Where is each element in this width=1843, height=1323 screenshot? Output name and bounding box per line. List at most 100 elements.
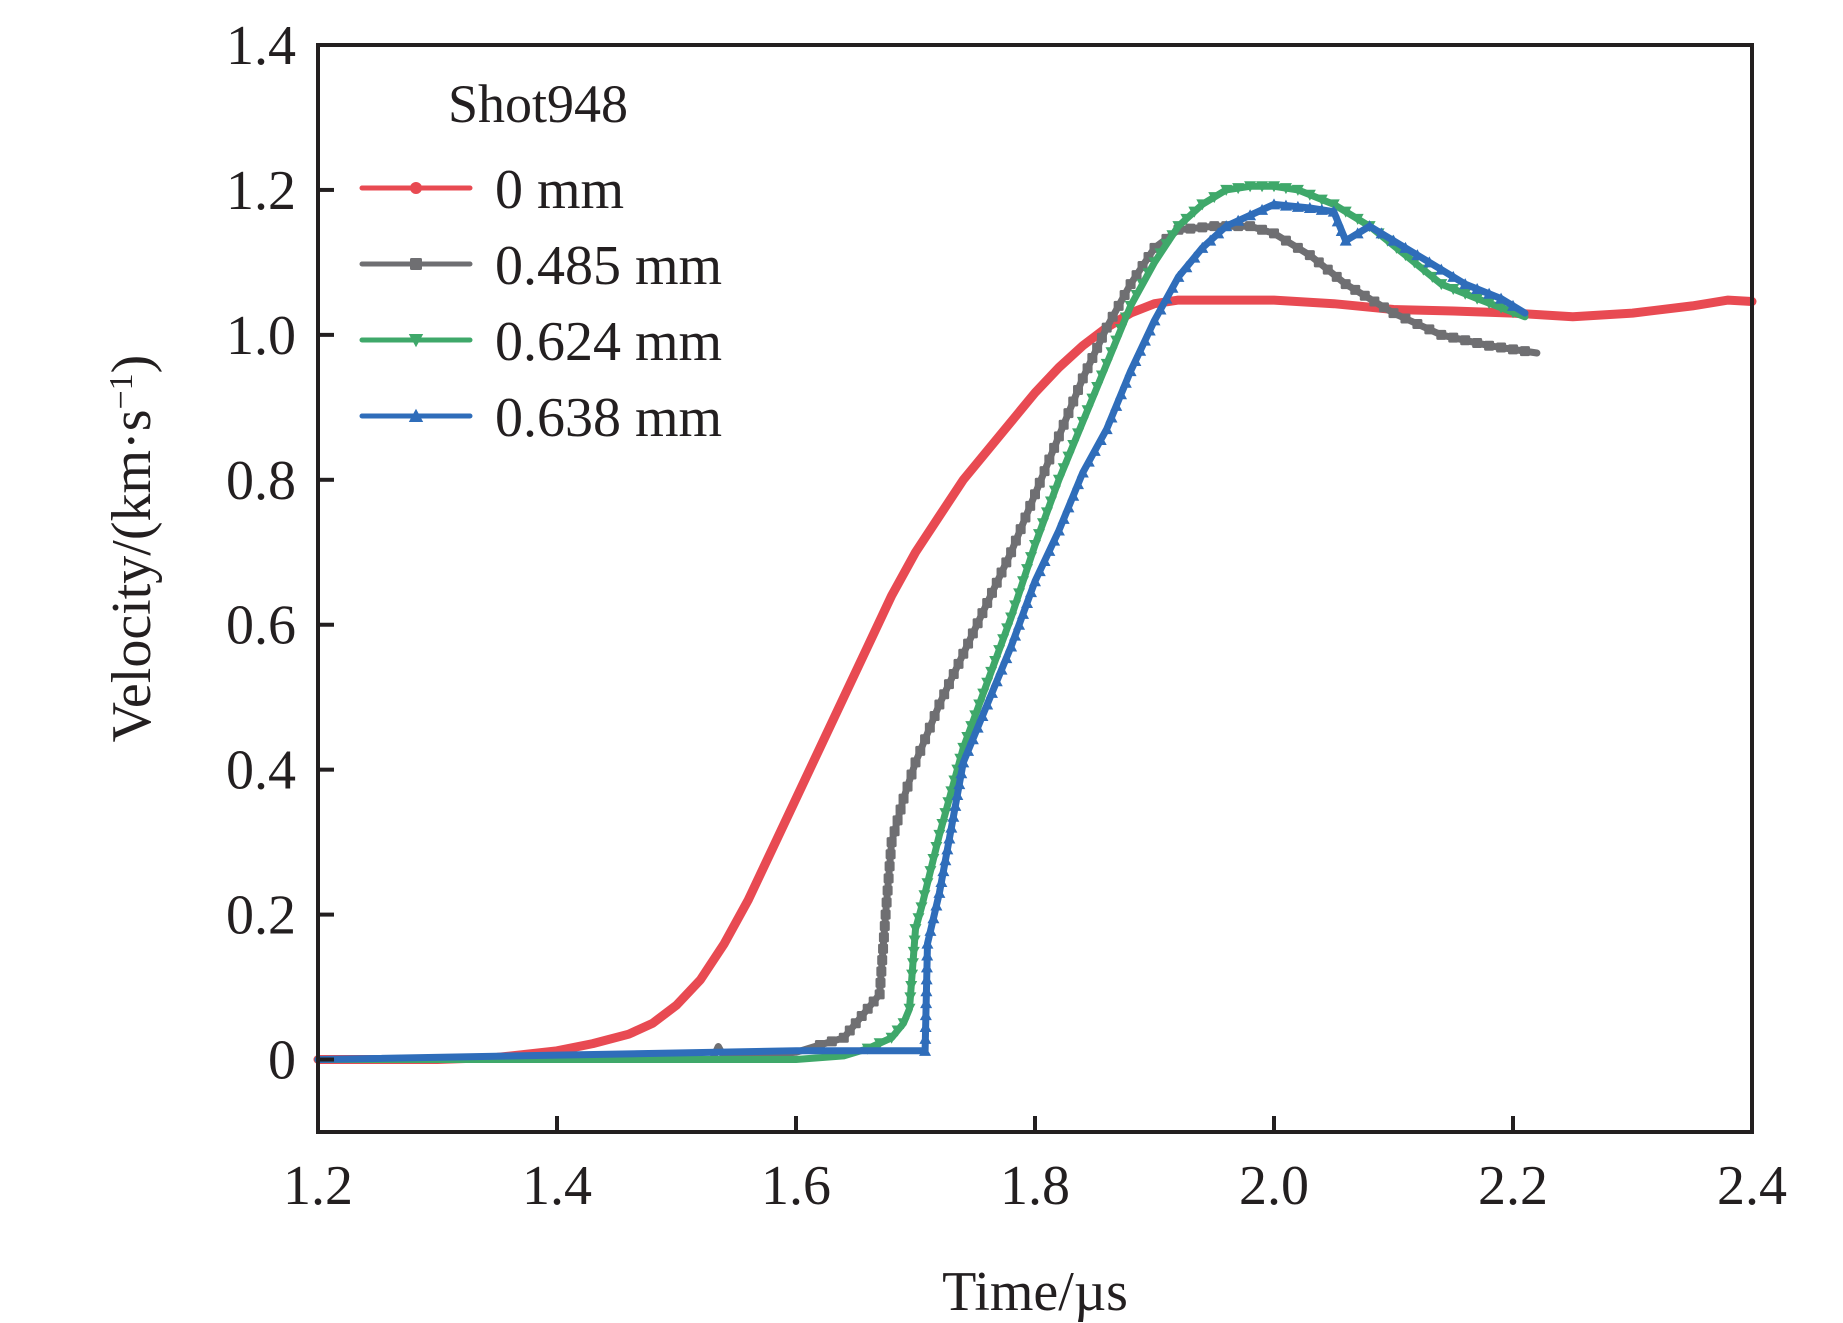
data-point: [1038, 554, 1051, 566]
data-point: [982, 597, 993, 608]
data-point: [1292, 242, 1303, 253]
data-point: [1067, 440, 1080, 452]
data-point: [1268, 181, 1280, 193]
data-point: [1129, 354, 1142, 366]
data-point: [939, 854, 952, 866]
data-point: [1303, 202, 1316, 214]
y-tick-label: 0.6: [226, 595, 296, 657]
data-point: [881, 897, 892, 908]
data-point: [937, 865, 950, 877]
data-point: [1036, 518, 1049, 530]
data-point: [973, 699, 986, 711]
data-point: [873, 1038, 886, 1050]
legend-marker-triangle-up: [408, 408, 424, 422]
data-point: [906, 769, 917, 780]
data-point: [1072, 428, 1085, 440]
data-point: [910, 757, 921, 768]
x-tick-label: 1.8: [1000, 1155, 1070, 1217]
data-point: [1519, 346, 1530, 357]
data-point: [1110, 335, 1123, 347]
data-point: [996, 567, 1007, 578]
data-point: [1315, 203, 1328, 215]
data-point: [1412, 318, 1423, 329]
data-point: [1032, 529, 1045, 541]
y-axis-title-superscript: −1: [103, 373, 140, 409]
data-point: [1154, 303, 1167, 315]
data-point: [1136, 279, 1149, 291]
y-tick-label: 0.8: [226, 450, 296, 512]
data-point: [1435, 263, 1448, 275]
data-point: [1073, 384, 1084, 395]
data-point: [930, 899, 943, 911]
legend-label: 0.638 mm: [495, 387, 722, 449]
series-0_638-mm: [314, 198, 1529, 1063]
data-point: [985, 686, 998, 698]
data-point: [1363, 220, 1376, 232]
data-point: [1331, 215, 1344, 227]
data-point: [1057, 463, 1070, 475]
data-point: [1244, 181, 1257, 193]
data-point: [1100, 423, 1113, 435]
data-point: [1160, 239, 1173, 251]
data-point: [898, 793, 909, 804]
data-point: [1057, 512, 1070, 524]
data-point: [889, 826, 900, 837]
data-point: [965, 721, 978, 733]
data-point: [921, 878, 934, 890]
data-point: [924, 924, 937, 936]
data-point: [895, 804, 906, 815]
data-point: [1291, 184, 1304, 196]
y-axis-title-close: ): [101, 355, 163, 374]
data-point: [908, 935, 921, 947]
data-point: [1020, 512, 1031, 523]
data-point: [1105, 347, 1118, 359]
data-point: [1508, 344, 1518, 355]
data-point: [883, 873, 894, 884]
data-point: [939, 808, 952, 820]
legend-marker-circle: [410, 182, 422, 194]
data-point: [1209, 221, 1220, 232]
data-point: [1021, 596, 1034, 608]
data-point: [1142, 268, 1155, 280]
data-point: [1029, 575, 1041, 587]
data-point: [1331, 271, 1342, 282]
data-point: [1472, 338, 1483, 349]
x-tick-label: 2.4: [1717, 1155, 1787, 1217]
data-point: [1119, 290, 1130, 301]
data-point: [1448, 332, 1459, 343]
data-point: [1001, 557, 1012, 568]
data-point: [977, 688, 990, 700]
data-point: [1335, 224, 1348, 236]
data-point: [997, 634, 1010, 646]
data-point: [918, 890, 931, 902]
data-point: [967, 628, 978, 639]
data-point: [1072, 478, 1085, 490]
legend-title: Shot948: [448, 74, 628, 134]
x-tick-label: 2.2: [1478, 1155, 1548, 1217]
data-point: [951, 789, 964, 801]
data-point: [1092, 342, 1103, 353]
data-point: [906, 969, 919, 981]
data-point: [1088, 444, 1101, 456]
data-point: [875, 977, 886, 988]
data-point: [1005, 612, 1018, 624]
data-point: [1496, 342, 1507, 353]
data-point: [906, 958, 919, 970]
data-point: [1411, 249, 1424, 261]
data-point: [1107, 311, 1118, 322]
data-point: [1257, 224, 1268, 235]
data-point: [1029, 540, 1041, 552]
data-point: [1105, 411, 1118, 423]
data-point: [1009, 600, 1022, 612]
data-point: [1082, 363, 1093, 374]
data-point: [879, 920, 890, 931]
data-point: [1313, 257, 1324, 268]
data-point: [1101, 322, 1112, 333]
data-point: [962, 744, 975, 756]
legend-label: 0.624 mm: [495, 311, 722, 373]
data-point: [1013, 588, 1026, 600]
x-axis: 1.2 1.4 1.6 1.8 2.0 2.2 2.4: [283, 1116, 1787, 1217]
data-point: [1010, 535, 1021, 546]
x-axis-title: Time/µs: [942, 1261, 1128, 1323]
data-point: [1017, 607, 1030, 619]
